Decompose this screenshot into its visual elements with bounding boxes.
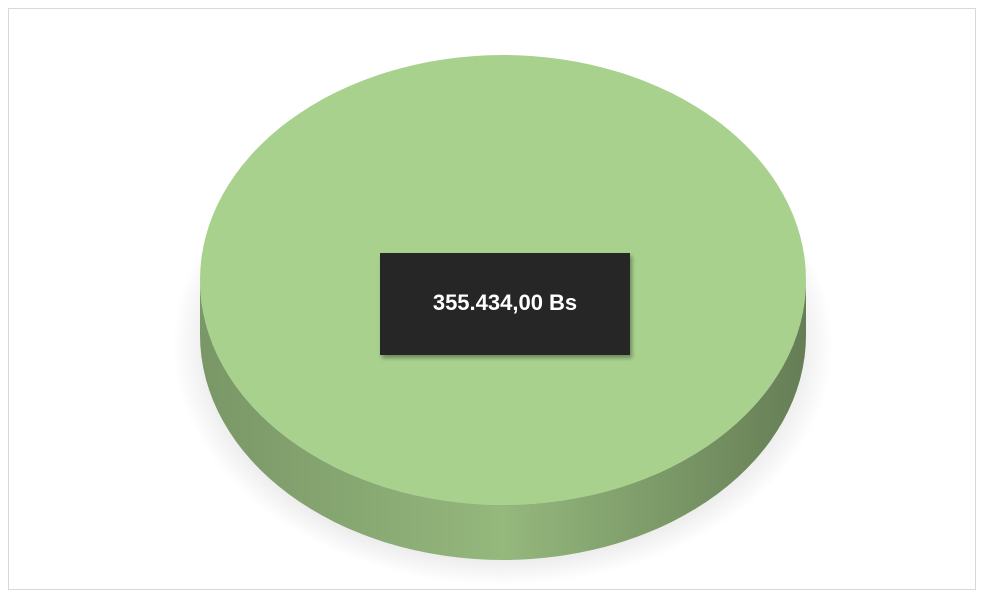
pie: 355.434,00 Bs [200, 55, 806, 560]
data-label-box [380, 253, 630, 355]
data-label: 355.434,00 Bs [433, 290, 577, 315]
pie-side-shade [200, 280, 806, 560]
